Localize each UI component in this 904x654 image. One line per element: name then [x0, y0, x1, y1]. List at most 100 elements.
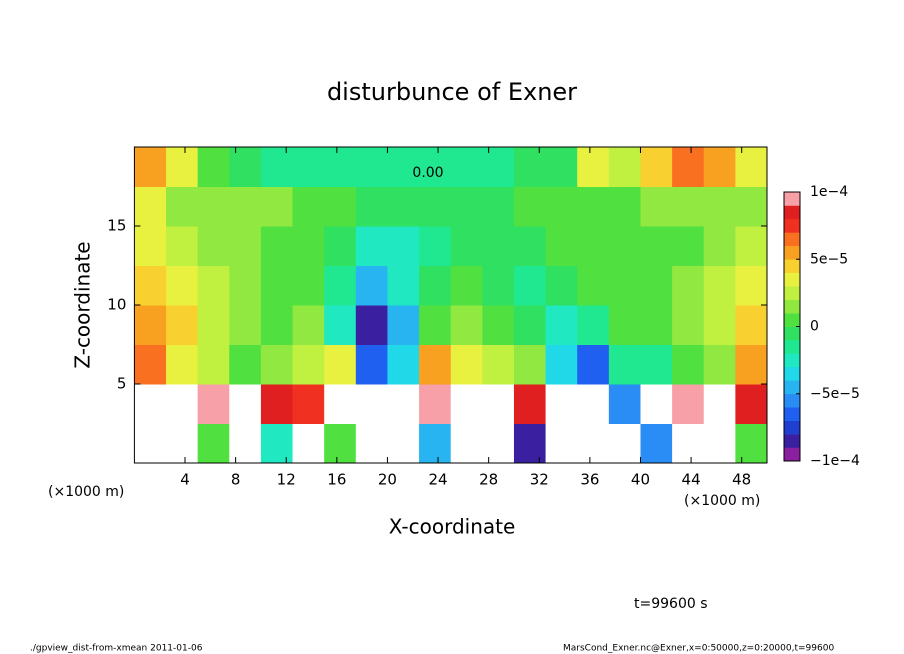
field-cell: [513, 305, 547, 345]
field-cell: [672, 186, 705, 227]
field-cell: [672, 226, 705, 266]
field-cell: [166, 226, 199, 266]
field-cell: [260, 384, 294, 424]
field-cell: [545, 423, 578, 464]
field-cell: [735, 147, 768, 187]
field-cell: [735, 265, 768, 306]
field-cell: [355, 226, 388, 266]
footer-left: ./gpview_dist-from-xmean 2011-01-06: [30, 644, 203, 654]
field-cell: [419, 344, 452, 385]
field-cell: [735, 186, 768, 227]
field-cell: [292, 384, 325, 424]
field-cell: [229, 384, 262, 424]
field-cell: [640, 265, 673, 306]
field-cell: [229, 423, 262, 464]
colorbar-band: [784, 353, 800, 368]
field-cell: [735, 305, 768, 345]
colorbar-band: [784, 393, 800, 408]
field-cell: [197, 147, 230, 187]
colorbar-band: [784, 286, 800, 300]
field-cell: [324, 305, 357, 345]
field-cell: [703, 186, 736, 227]
footer-right: MarsCond_Exner.nc@Exner,x=0:50000,z=0:20…: [563, 644, 834, 654]
field-cell: [197, 344, 230, 385]
field-cell: [545, 305, 578, 345]
field-cell: [166, 265, 199, 306]
field-cell: [197, 305, 230, 345]
field-cell: [640, 344, 673, 385]
field-cell: [324, 186, 357, 227]
colorbar-tick-label: 1e−4: [810, 184, 848, 200]
field-cell: [229, 147, 262, 187]
x-tick-label: 20: [378, 471, 397, 489]
x-tick-label: 40: [631, 471, 650, 489]
field-cell: [513, 226, 547, 266]
colorbar-tick-label: 5e−5: [810, 251, 848, 267]
field-cell: [577, 147, 610, 187]
y-tick-label: 15: [107, 217, 126, 235]
field-cell: [292, 344, 325, 385]
field-cell: [324, 344, 357, 385]
field-cell: [545, 384, 578, 424]
colorbar-band: [784, 434, 800, 448]
field-cell: [450, 384, 483, 424]
field-cell: [419, 384, 452, 424]
colorbar-band: [784, 313, 800, 327]
y-tick-label: 5: [117, 375, 127, 393]
field-cell: [387, 423, 420, 464]
field-cell: [355, 305, 388, 345]
x-tick-label: 44: [682, 471, 701, 489]
colorbar-band: [784, 447, 800, 462]
field-cell: [197, 186, 230, 227]
contour-label: 0.00: [412, 165, 443, 181]
field-cell: [229, 344, 262, 385]
field-cell: [387, 147, 420, 187]
field-cell: [197, 423, 230, 464]
x-tick-label: 48: [732, 471, 751, 489]
field-cell: [419, 265, 452, 306]
field-cell: [672, 305, 705, 345]
field-cell: [134, 384, 167, 424]
x-tick-label: 28: [479, 471, 498, 489]
field-cell: [260, 423, 294, 464]
colorbar-tick-label: −1e−4: [810, 453, 860, 469]
field-cell: [419, 226, 452, 266]
colorbar-tick-label: −5e−5: [810, 386, 860, 402]
field-cell: [608, 147, 641, 187]
field-cell: [703, 305, 736, 345]
field-cell: [387, 384, 420, 424]
field-cell: [482, 226, 515, 266]
field-cell: [134, 186, 167, 227]
time-label: t=99600 s: [634, 596, 708, 612]
field-cell: [260, 226, 294, 266]
x-tick-label: 8: [231, 471, 241, 489]
colorbar-band: [784, 192, 800, 206]
field-cell: [513, 423, 547, 464]
x-unit-label: (×1000 m): [48, 484, 124, 500]
colorbar-band: [784, 259, 800, 273]
x-tick-label: 24: [429, 471, 448, 489]
field-cell: [608, 384, 641, 424]
field-cell: [545, 265, 578, 306]
field-cell: [387, 344, 420, 385]
field-cell: [166, 423, 199, 464]
field-cell: [419, 147, 452, 187]
field-cell: [577, 226, 610, 266]
field-cell: [513, 265, 547, 306]
field-cell: [355, 344, 388, 385]
field-cell: [513, 147, 547, 187]
field-cell: [166, 186, 199, 227]
colorbar-band: [784, 366, 800, 381]
field-cell: [292, 265, 325, 306]
field-cell: [640, 186, 673, 227]
field-cell: [545, 186, 578, 227]
field-cell: [577, 186, 610, 227]
field-cell: [260, 344, 294, 385]
field-cell: [419, 305, 452, 345]
field-cell: [166, 384, 199, 424]
x-tick-label: 16: [327, 471, 346, 489]
field-cell: [134, 226, 167, 266]
field-cell: [513, 344, 547, 385]
colorbar-band: [784, 407, 800, 421]
field-cell: [166, 305, 199, 345]
